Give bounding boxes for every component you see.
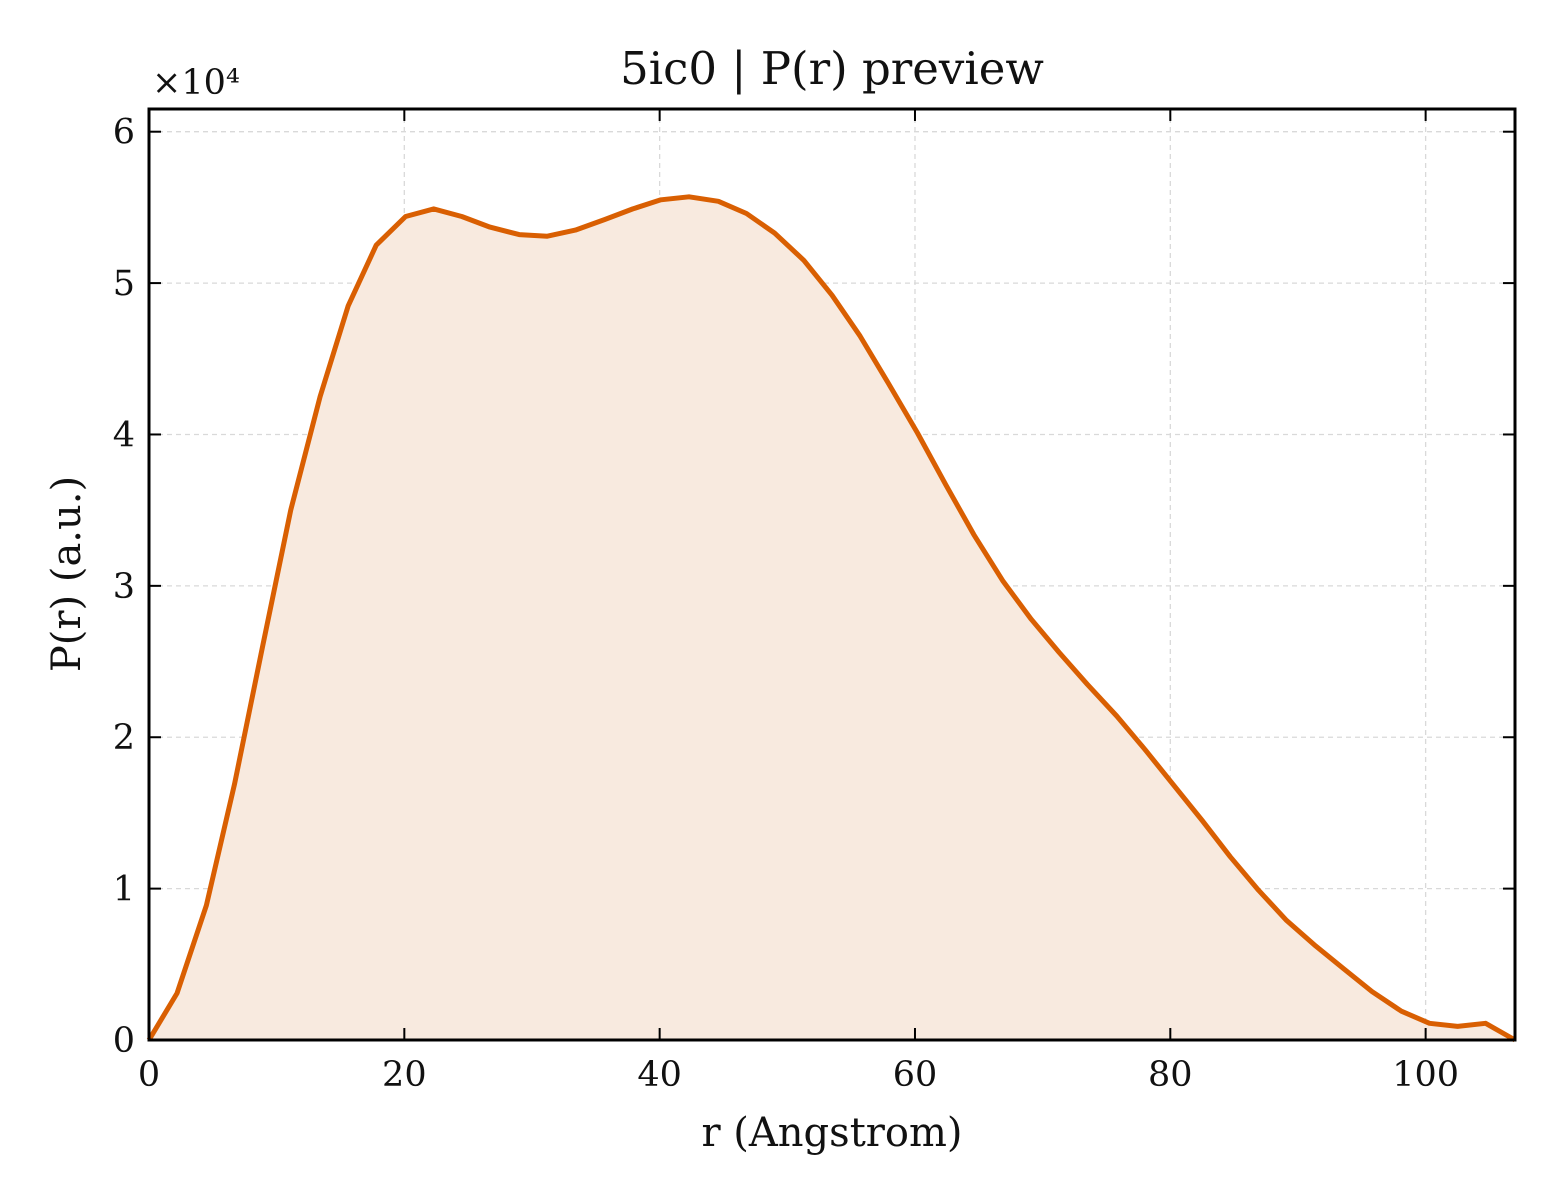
x-tick-label: 40: [637, 1055, 682, 1095]
y-tick-label: 0: [113, 1021, 135, 1061]
x-tick-label: 20: [382, 1055, 427, 1095]
x-tick-label: 100: [1392, 1055, 1459, 1095]
chart-title: 5ic0 | P(r) preview: [620, 42, 1044, 95]
y-tick-label: 4: [113, 415, 135, 455]
series-line: [146, 194, 1517, 1043]
x-axis-label: r (Angstrom): [701, 1110, 962, 1156]
x-tick-label: 60: [893, 1055, 938, 1095]
y-tick-label: 2: [113, 718, 135, 758]
x-tick-label: 80: [1148, 1055, 1193, 1095]
y-tick-label: 3: [113, 567, 135, 607]
series-area: [149, 196, 1515, 1041]
y-axis-label: P(r) (a.u.): [44, 476, 90, 672]
y-tick-label: 1: [113, 870, 135, 910]
plot-frame: [147, 107, 1517, 1042]
y-tick-label: 6: [113, 113, 135, 153]
y-tick-label: 5: [113, 264, 135, 304]
axis-ticks: 0 20 40 60 80 100 0 1 2 3 4 5 6: [113, 109, 1515, 1095]
y-offset-text: ×10⁴: [152, 63, 240, 103]
x-tick-label: 0: [138, 1055, 160, 1095]
